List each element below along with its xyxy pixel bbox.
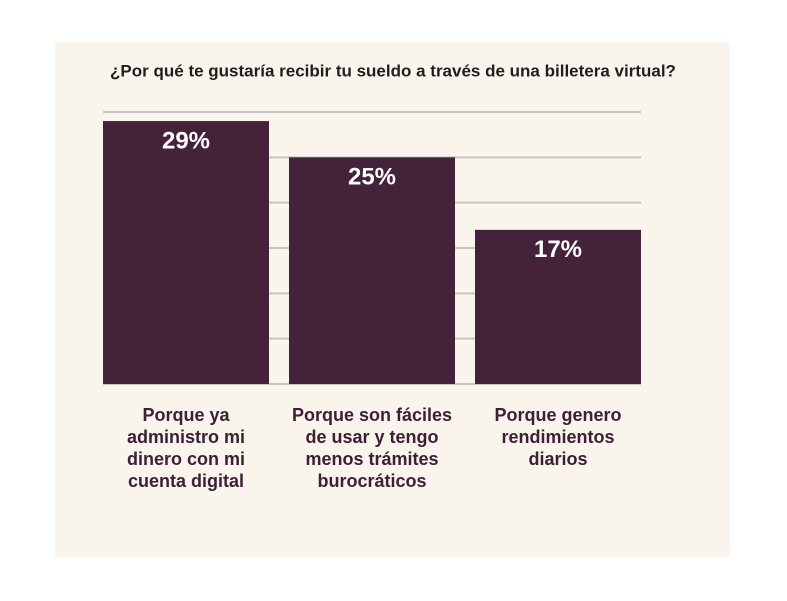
value-label: 29% — [162, 127, 210, 154]
bar — [475, 229, 641, 384]
value-label: 17% — [534, 236, 582, 263]
bar — [289, 157, 455, 384]
value-label: 25% — [348, 164, 396, 191]
x-tick-label: Porque ya administro mi dinero con mi cu… — [126, 405, 246, 491]
x-tick-label: Porque genero rendimientos diarios — [494, 405, 622, 469]
x-tick-label: Porque son fáciles de usar y tengo menos… — [291, 405, 453, 491]
chart-title: ¿Por qué te gustaría recibir tu sueldo a… — [110, 61, 676, 80]
bar — [103, 121, 269, 385]
